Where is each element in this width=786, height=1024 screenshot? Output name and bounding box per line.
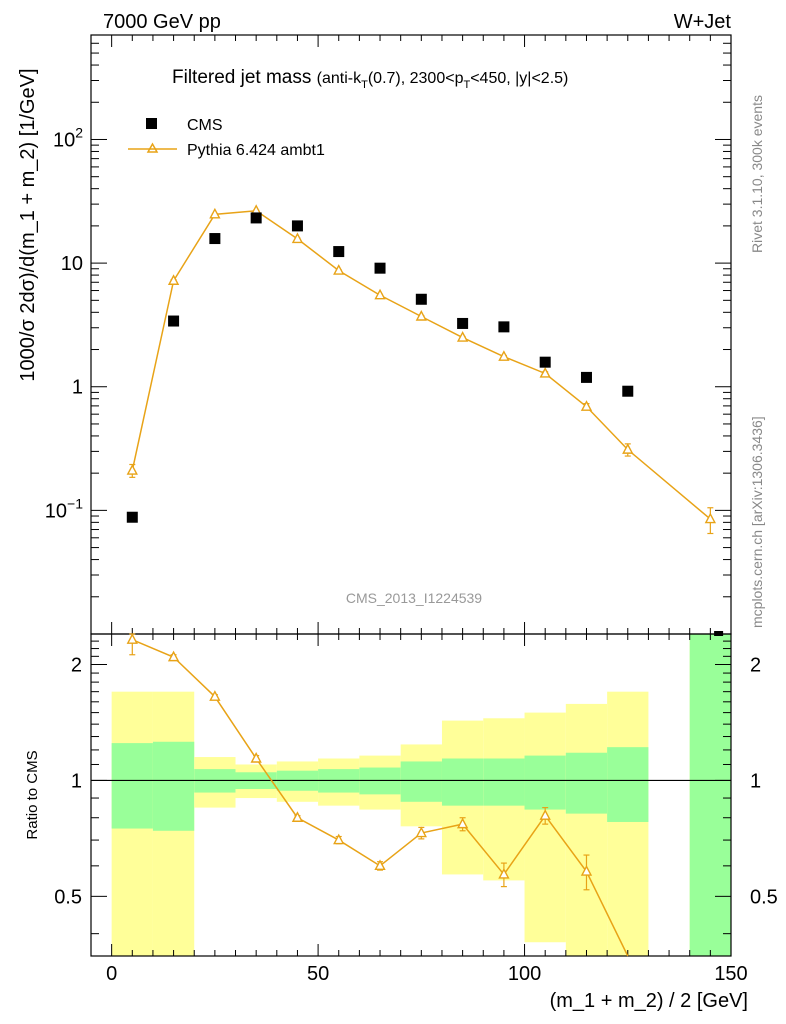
ratio-y-tick-label-left-0.5: 0.5 <box>54 886 82 908</box>
ratio-band-inner-7 <box>400 761 442 802</box>
ratio-mc-point-8 <box>456 817 469 829</box>
cms-point-10 <box>539 356 551 368</box>
mc-point-1 <box>167 274 180 285</box>
cms-point-3 <box>250 212 262 224</box>
ratio-band-inner-11 <box>565 752 608 814</box>
series-marks <box>126 204 724 957</box>
chart-title-sub-a: (anti-k <box>317 70 362 87</box>
cms-point-9 <box>498 321 510 333</box>
mc-point-0 <box>126 464 138 475</box>
ratio-uncertainty-bands <box>111 634 731 956</box>
ratio-band-outer-12 <box>607 691 649 956</box>
main-y-tick-label-0: 10−1 <box>45 495 83 522</box>
chart-title-sub-d: T <box>463 79 470 91</box>
panel-frames <box>90 34 732 957</box>
mc-point-8 <box>456 331 469 342</box>
cms-point-7 <box>415 293 427 305</box>
cms-point-2 <box>209 233 221 245</box>
mc-point-2 <box>209 207 221 219</box>
mc-series-line <box>131 210 711 520</box>
ratio-mc-point-4 <box>291 811 304 822</box>
x-tick-label-150: 150 <box>714 963 747 985</box>
legend-mc-label: Pythia 6.424 ambt1 <box>187 142 325 159</box>
ratio-y-axis-label: Ratio to CMS <box>24 750 41 839</box>
cms-point-0 <box>126 511 138 523</box>
cms-point-1 <box>168 315 180 327</box>
mc-point-5 <box>333 264 345 275</box>
ratio-mc-point-1 <box>167 650 180 662</box>
ratio-band-outer-11 <box>565 703 608 956</box>
ratio-mc-point-9 <box>498 867 510 879</box>
header-energy-label: 7000 GeV pp <box>103 11 221 33</box>
legend-cms-label: CMS <box>187 117 223 134</box>
chart-title-sub-b: T <box>361 79 368 91</box>
legend-mc-marker <box>146 142 159 153</box>
main-y-tick-label-3: 102 <box>53 124 83 151</box>
ratio-mc-point-2 <box>209 690 221 701</box>
mc-point-12 <box>622 443 634 454</box>
ratio-band-inner-12 <box>607 747 649 822</box>
main-y-axis-label: 1000/σ 2dσ)/d(m_1 + m_2) [1/GeV] <box>17 68 39 381</box>
ratio-y-tick-label-right-0.5: 0.5 <box>750 886 778 908</box>
header-process-label: W+Jet <box>674 11 732 33</box>
mc-point-6 <box>374 288 386 300</box>
chart-title-main: Filtered jet mass <box>172 67 311 88</box>
ratio-band-outer-10 <box>524 712 566 943</box>
cms-point-4 <box>291 220 303 232</box>
mc-point-9 <box>498 350 510 361</box>
rivet-info-label: Rivet 3.1.10, 300k events <box>749 95 765 253</box>
cms-point-8 <box>457 317 469 329</box>
ratio-band-inner-9 <box>483 758 525 806</box>
main-y-tick-label-2: 10 <box>61 253 83 275</box>
ratio-panel-frame <box>90 633 732 957</box>
mc-point-10 <box>539 366 551 378</box>
axis-ticks: 0 50 100 150 10−1 1 10 102 0.5 0.5 1 1 2 2 <box>45 34 778 985</box>
ratio-band-inner-10 <box>524 755 566 810</box>
cms-point-11 <box>580 371 592 383</box>
ratio-y-tick-label-left-2: 2 <box>71 654 82 676</box>
ratio-y-tick-label-left-1: 1 <box>71 770 82 792</box>
main-y-tick-label-1: 1 <box>72 377 83 399</box>
x-tick-label-50: 50 <box>307 963 329 985</box>
cms-point-12 <box>622 385 634 397</box>
x-tick-label-100: 100 <box>508 963 541 985</box>
legend-cms-marker <box>146 118 157 129</box>
ratio-mc-point-3 <box>250 752 262 763</box>
ratio-band-inner-1 <box>152 741 195 831</box>
ratio-y-tick-label-right-2: 2 <box>750 654 761 676</box>
x-axis-label: (m_1 + m_2) / 2 [GeV] <box>550 990 748 1012</box>
ratio-band-inner-0 <box>111 743 153 829</box>
ratio-mc-point-5 <box>333 833 345 845</box>
mcplots-info-label: mcplots.cern.ch [arXiv:1306.3436] <box>749 416 765 628</box>
ratio-mc-point-10 <box>539 809 551 820</box>
analysis-watermark: CMS_2013_I1224539 <box>346 590 482 606</box>
ratio-band-inner-8 <box>441 758 484 806</box>
x-tick-label-0: 0 <box>106 963 117 985</box>
mc-point-13 <box>704 512 717 524</box>
ratio-mc-point-0 <box>126 633 138 644</box>
ratio-mc-point-6 <box>374 859 386 871</box>
chart-title-sub-e: <450, |y|<2.5) <box>470 70 568 87</box>
mc-point-4 <box>291 232 304 244</box>
cms-point-5 <box>333 246 345 258</box>
ratio-y-tick-label-right-1: 1 <box>750 770 761 792</box>
chart-title-sub-c: (0.7), 2300<p <box>368 70 464 87</box>
ratio-band-inner-13 <box>689 634 731 956</box>
mc-point-7 <box>415 309 427 321</box>
ratio-offscale-marker <box>714 631 724 636</box>
ratio-mc-point-11 <box>580 865 593 876</box>
chart-title: Filtered jet mass (anti-kT(0.7), 2300<pT… <box>172 67 568 91</box>
mc-point-11 <box>580 400 593 411</box>
ratio-mc-point-7 <box>415 826 427 838</box>
cms-point-6 <box>374 262 386 274</box>
